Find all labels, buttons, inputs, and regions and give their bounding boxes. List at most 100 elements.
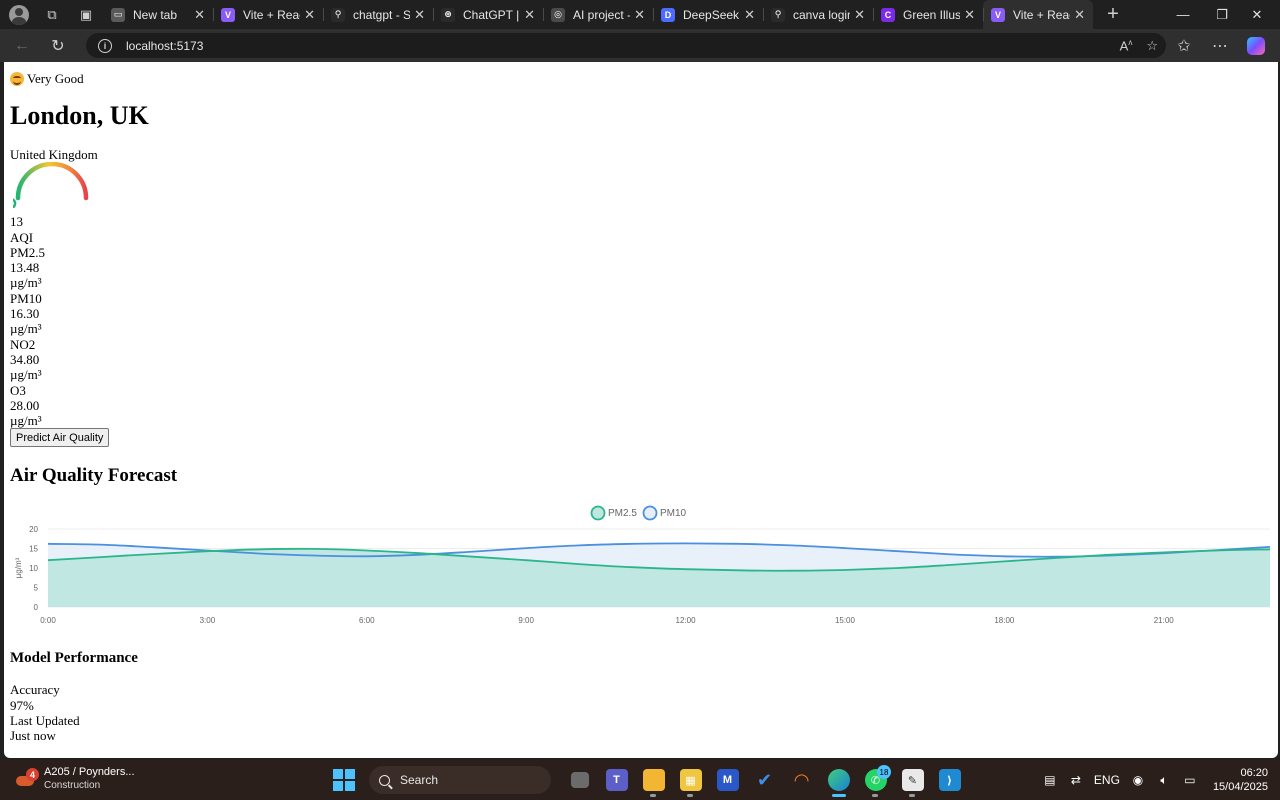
more-menu-icon[interactable]: ⋯: [1212, 37, 1228, 55]
tab-close-icon[interactable]: ✕: [1074, 6, 1085, 22]
forecast-title: Air Quality Forecast: [10, 465, 178, 487]
pm10-name: PM10: [10, 290, 42, 306]
air-quality-status: Very Good: [10, 70, 1272, 87]
tab-label: Green Illustra: [903, 7, 961, 22]
site-info-icon[interactable]: i: [98, 38, 112, 53]
y-tick-label: 20: [29, 525, 38, 534]
read-aloud-icon[interactable]: Aʌ: [1119, 37, 1133, 54]
line-pm10: [47, 542, 1271, 559]
city-title: London, UK: [10, 101, 149, 130]
system-clock[interactable]: 06:20 15/04/2025: [1213, 766, 1268, 794]
x-tick-label: 0:00: [40, 616, 56, 625]
aqi-gauge: [13, 162, 89, 209]
x-tick-label: 21:00: [1154, 616, 1175, 625]
edge-browser-icon[interactable]: [820, 760, 857, 800]
browser-tab[interactable]: ◎ AI project - Ta ✕: [543, 0, 653, 29]
tab-favicon-icon: ▭: [111, 7, 125, 22]
forecast-chart: 0 5 10 15 20 µg/m³ 0:00 3:00 6:00 9:00 12:00 15:00 1…: [4, 497, 1274, 629]
predict-air-quality-button[interactable]: Predict Air Quality: [10, 428, 110, 448]
pm25-value: 13.48: [10, 260, 40, 276]
aqi-value: 13: [10, 214, 23, 230]
address-bar[interactable]: i localhost:5173 Aʌ ☆: [86, 33, 1166, 58]
tab-close-icon[interactable]: ✕: [304, 6, 315, 22]
legend-label: PM2.5: [608, 508, 637, 519]
browser-tab[interactable]: C Green Illustra✕: [873, 0, 983, 29]
tab-label: AI project - Ta: [573, 7, 630, 22]
pm25-unit: µg/m³: [10, 275, 42, 291]
file-explorer-icon[interactable]: [635, 760, 672, 800]
pollutant-list: PM2.5 13.48 µg/m³ PM10 16.30 µg/m³ NO2 3…: [10, 245, 1272, 429]
volume-icon[interactable]: 🔈︎: [1160, 772, 1168, 787]
workspaces-icon[interactable]: ⧉: [47, 6, 57, 22]
x-tick-label: 18:00: [994, 616, 1015, 625]
smiling-face-icon: [10, 71, 24, 86]
vscode-icon[interactable]: ⟩: [931, 760, 968, 800]
todo-icon[interactable]: ✔: [756, 769, 773, 790]
profile-avatar-icon[interactable]: [9, 4, 29, 25]
tab-actions-icon[interactable]: ▣: [79, 6, 93, 22]
copilot-icon[interactable]: [1238, 29, 1274, 62]
tab-favicon-icon: D: [661, 7, 675, 22]
taskbar-search[interactable]: Search: [369, 766, 551, 794]
tab-close-icon[interactable]: ✕: [194, 6, 205, 22]
close-window-icon[interactable]: ✕: [1251, 6, 1263, 22]
o3-unit: µg/m³: [10, 413, 42, 429]
no2-name: NO2: [10, 336, 36, 352]
tab-favicon-icon: ◎: [551, 7, 565, 22]
favorite-star-icon[interactable]: ☆: [1146, 37, 1158, 53]
tab-close-icon[interactable]: ✕: [524, 6, 535, 22]
store-icon[interactable]: ▦: [672, 760, 709, 800]
weather-subtitle: Construction: [44, 780, 101, 791]
line-pm25: [47, 548, 1271, 573]
legend-swatch: [590, 506, 606, 521]
browser-tab[interactable]: V Vite + React ✕: [213, 0, 323, 29]
task-view-icon[interactable]: [561, 760, 598, 800]
teams-icon[interactable]: T: [598, 760, 635, 800]
taskbar-search-label: Search: [400, 773, 439, 787]
mail-app-icon[interactable]: M: [709, 760, 746, 800]
tab-close-icon[interactable]: ✕: [744, 6, 755, 22]
whatsapp-icon[interactable]: ✆ 18: [857, 760, 894, 800]
sync-app-icon[interactable]: ◠: [794, 769, 809, 790]
notepad-icon[interactable]: ✎: [894, 760, 931, 800]
maximize-icon[interactable]: ❐: [1216, 6, 1228, 22]
onedrive-icon[interactable]: ▤: [1044, 773, 1056, 787]
system-tray: ▤ ⇄ ENG ◉ 🔈︎ ▭ 06:20 15/04/2025: [1037, 760, 1272, 800]
no2-value: 34.80: [10, 351, 40, 367]
new-tab-icon[interactable]: +: [1107, 3, 1119, 25]
tab-label: DeepSeek - In: [683, 7, 740, 22]
back-icon[interactable]: ←: [14, 36, 30, 54]
browser-tab[interactable]: ⊛ ChatGPT | Op ✕: [433, 0, 543, 29]
browser-tab[interactable]: D DeepSeek - In ✕: [653, 0, 763, 29]
tab-close-icon[interactable]: ✕: [854, 6, 865, 22]
browser-tab[interactable]: ⚲ canva login - ✕: [763, 0, 873, 29]
tab-close-icon[interactable]: ✕: [634, 6, 645, 22]
legend-swatch: [642, 506, 658, 521]
battery-icon[interactable]: ▭: [1184, 773, 1196, 787]
favorites-icon[interactable]: ✩: [1177, 37, 1191, 55]
weather-badge: 4: [26, 768, 39, 781]
browser-toolbar: ← ↻ i localhost:5173 Aʌ ☆ ✩ ⋯: [0, 29, 1280, 62]
browser-tab[interactable]: ▭ New tab ✕: [103, 0, 213, 29]
traffic-alert-icon: 4: [14, 768, 39, 790]
accuracy-label: Accuracy: [10, 682, 60, 698]
pm10-unit: µg/m³: [10, 321, 42, 337]
wifi-icon[interactable]: ◉: [1132, 773, 1144, 787]
tab-close-icon[interactable]: ✕: [414, 6, 425, 22]
refresh-icon[interactable]: ↻: [51, 37, 65, 55]
browser-tab-strip: ⧉ ▣ ▭ New tab ✕ V Vite + React ✕ ⚲ chatgpt - Se…: [0, 0, 1280, 29]
language-indicator[interactable]: ENG: [1093, 773, 1120, 787]
y-tick-label: 0: [34, 603, 39, 612]
browser-tab[interactable]: ⚲ chatgpt - Sea✕: [323, 0, 433, 29]
windows-start-icon[interactable]: [333, 769, 355, 791]
network-transfer-icon[interactable]: ⇄: [1070, 773, 1081, 787]
x-tick-label: 3:00: [200, 616, 216, 625]
y-tick-label: 5: [34, 584, 39, 593]
last-updated-label: Last Updated: [10, 713, 80, 729]
browser-tab[interactable]: V Vite + React ✕: [983, 0, 1093, 29]
weather-widget[interactable]: 4 A205 / Poynders... Construction: [14, 766, 135, 792]
minimize-icon[interactable]: —: [1176, 7, 1190, 22]
tab-close-icon[interactable]: ✕: [964, 6, 975, 22]
address-url[interactable]: localhost:5173: [126, 38, 204, 53]
o3-value: 28.00: [10, 397, 40, 413]
